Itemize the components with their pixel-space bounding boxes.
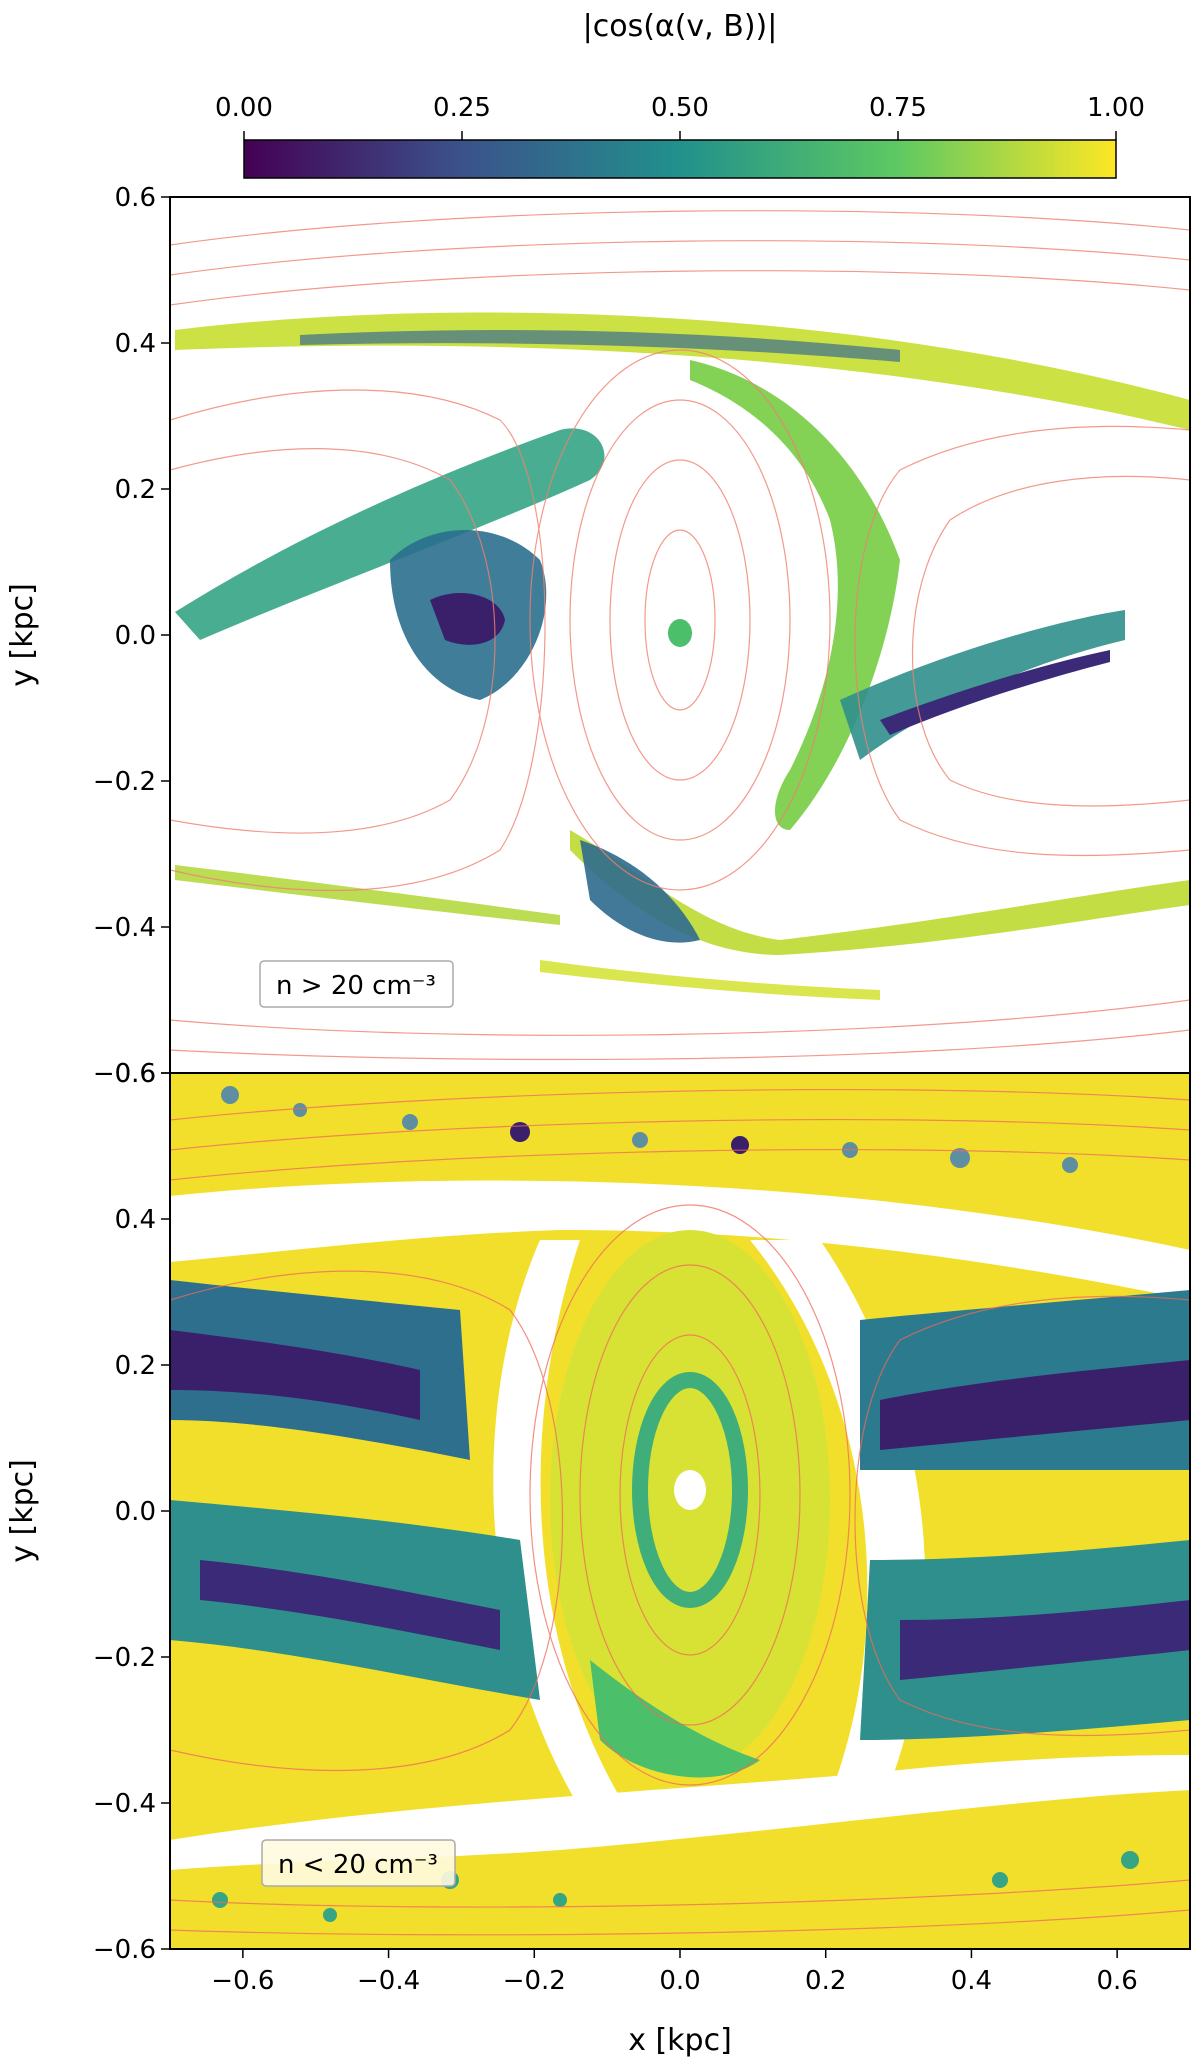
y-tick-label: −0.4	[93, 1789, 156, 1819]
bottom-right-band-dark	[880, 1360, 1190, 1450]
bottom-left-band-2-dark	[200, 1560, 500, 1650]
top-right-streaks-dark	[880, 650, 1110, 735]
panel-bottom-xlabel: x [kpc]	[628, 2023, 732, 2058]
top-left-arm	[175, 428, 605, 640]
top-upper-arc-dark	[300, 330, 900, 362]
bottom-mask-upper	[170, 1180, 1190, 1300]
panel-top-annotation-text: n > 20 cm⁻³	[276, 971, 436, 1001]
y-tick-label: 0.4	[115, 1205, 156, 1235]
colorbar-title: |cos(α(v, B))|	[583, 9, 778, 44]
bottom-left-band-dark	[170, 1330, 420, 1420]
panel-top-annotation-box	[259, 960, 454, 1008]
colorbar-tick-label: 0.75	[869, 93, 927, 123]
panel-bottom-annotation-box	[261, 1839, 456, 1887]
y-tick-label: 0.4	[115, 329, 156, 359]
colorbar-gradient	[243, 139, 1117, 179]
top-core	[668, 619, 692, 647]
x-tick-label: 0.6	[1096, 1966, 1137, 1996]
bottom-streamlines	[170, 1089, 1190, 1936]
x-tick-label: 0.0	[659, 1966, 700, 1996]
y-tick-label: 0.2	[115, 475, 156, 505]
bottom-core-hole	[674, 1470, 706, 1510]
panel-bottom-annotation-text: n < 20 cm⁻³	[278, 1850, 438, 1880]
y-tick-label: −0.4	[93, 913, 156, 943]
panel-top-annotation: n > 20 cm⁻³	[259, 960, 454, 1008]
y-tick-label: −0.6	[93, 1935, 156, 1965]
x-tick-label: 0.4	[951, 1966, 992, 1996]
panel-bottom: 0.6 0.4 0.2 0.0 −0.2 −0.4 −0.6 −0.6 −0.4 −0.2 0.0…	[5, 1059, 1191, 2058]
colorbar-tick-label: 0.25	[433, 93, 491, 123]
x-tick-label: −0.6	[211, 1966, 274, 1996]
panel-top-y-ticks: 0.6 0.4 0.2 0.0 −0.2 −0.4 −0.6	[93, 183, 170, 1089]
x-tick-label: −0.4	[357, 1966, 420, 1996]
y-tick-label: 0.0	[115, 1497, 156, 1527]
x-tick-label: −0.2	[503, 1966, 566, 1996]
colorbar-tick-label: 1.00	[1087, 93, 1145, 123]
bottom-top-clumps	[221, 1086, 1078, 1173]
bottom-core-lower	[590, 1660, 760, 1778]
panel-bottom-field	[170, 1086, 1190, 1936]
x-tick-label: 0.2	[805, 1966, 846, 1996]
y-tick-label: 0.6	[115, 1059, 156, 1089]
y-tick-label: −0.6	[93, 1059, 156, 1089]
panel-bottom-ylabel: y [kpc]	[5, 1459, 40, 1563]
colorbar: |cos(α(v, B))| 0.00 0.25 0.50 0.75 1.00	[215, 9, 1145, 179]
y-tick-label: −0.2	[93, 767, 156, 797]
panel-bottom-x-ticks: −0.6 −0.4 −0.2 0.0 0.2 0.4 0.6	[211, 1949, 1138, 1996]
panel-top-field	[170, 210, 1190, 1061]
panel-top-ylabel: y [kpc]	[5, 583, 40, 687]
top-streamlines	[170, 210, 1190, 1061]
top-left-clump-dark	[430, 592, 505, 645]
bottom-right-band-2-dark	[900, 1600, 1190, 1680]
y-tick-label: 0.0	[115, 621, 156, 651]
panel-top: 0.6 0.4 0.2 0.0 −0.2 −0.4 −0.6 y [kpc] n > 20 …	[5, 183, 1191, 1089]
colorbar-tick-label: 0.00	[215, 93, 273, 123]
y-tick-label: −0.2	[93, 1643, 156, 1673]
top-lower-band-2	[540, 960, 880, 1000]
top-bottom-clump	[580, 840, 700, 943]
y-tick-label: 0.2	[115, 1351, 156, 1381]
colorbar-tick-label: 0.50	[651, 93, 709, 123]
colorbar-ticks: 0.00 0.25 0.50 0.75 1.00	[215, 93, 1145, 140]
bottom-core-ring	[632, 1372, 748, 1608]
panel-bottom-annotation: n < 20 cm⁻³	[261, 1839, 456, 1887]
y-tick-label: 0.6	[115, 183, 156, 213]
panel-bottom-y-ticks: 0.6 0.4 0.2 0.0 −0.2 −0.4 −0.6	[93, 1059, 170, 1965]
top-lower-band	[175, 865, 560, 925]
top-bottom-arc	[570, 830, 1190, 955]
